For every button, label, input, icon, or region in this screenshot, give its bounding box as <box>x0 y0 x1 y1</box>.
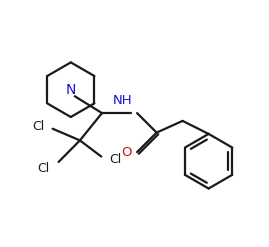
Text: Cl: Cl <box>33 120 45 133</box>
Text: N: N <box>66 83 76 97</box>
Text: Cl: Cl <box>38 162 50 175</box>
Text: O: O <box>121 145 131 159</box>
Text: NH: NH <box>112 94 132 107</box>
Text: Cl: Cl <box>109 153 121 166</box>
